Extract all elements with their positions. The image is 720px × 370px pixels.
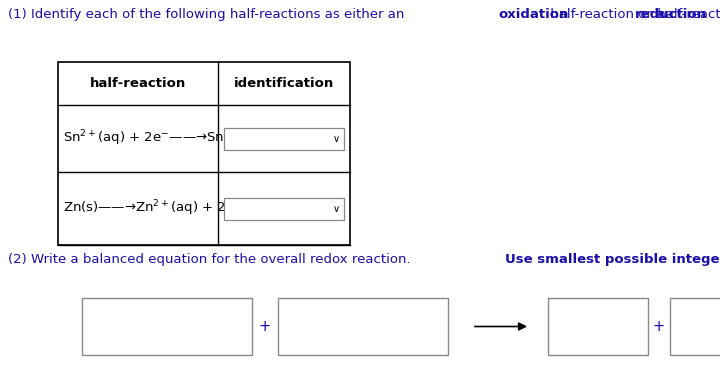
Text: ∨: ∨ [333, 204, 340, 213]
Text: oxidation: oxidation [498, 8, 569, 21]
Bar [224, 128, 344, 149]
Text: Sn$^{2+}$(aq) + 2e$^{-}$——→Sn(s): Sn$^{2+}$(aq) + 2e$^{-}$——→Sn(s) [63, 129, 241, 148]
Bar [278, 298, 448, 355]
Text: reduction: reduction [635, 8, 707, 21]
Text: ∨: ∨ [333, 134, 340, 144]
Bar [670, 298, 720, 355]
Text: (2) Write a balanced equation for the overall redox reaction.: (2) Write a balanced equation for the ov… [8, 253, 415, 266]
Text: Zn(s)——→Zn$^{2+}$(aq) + 2e$^{-}$: Zn(s)——→Zn$^{2+}$(aq) + 2e$^{-}$ [63, 199, 243, 218]
Text: +: + [259, 319, 271, 334]
Bar [548, 298, 648, 355]
Text: half-reaction or a: half-reaction or a [546, 8, 669, 21]
Text: half-reaction.: half-reaction. [652, 8, 720, 21]
Bar [82, 298, 252, 355]
Text: half-reaction: half-reaction [90, 77, 186, 90]
Text: +: + [653, 319, 665, 334]
Text: Use smallest possible integer coefficients.: Use smallest possible integer coefficien… [505, 253, 720, 266]
Text: identification: identification [234, 77, 334, 90]
Bar [58, 62, 350, 245]
Text: (1) Identify each of the following half-reactions as either an: (1) Identify each of the following half-… [8, 8, 409, 21]
Bar [224, 198, 344, 219]
